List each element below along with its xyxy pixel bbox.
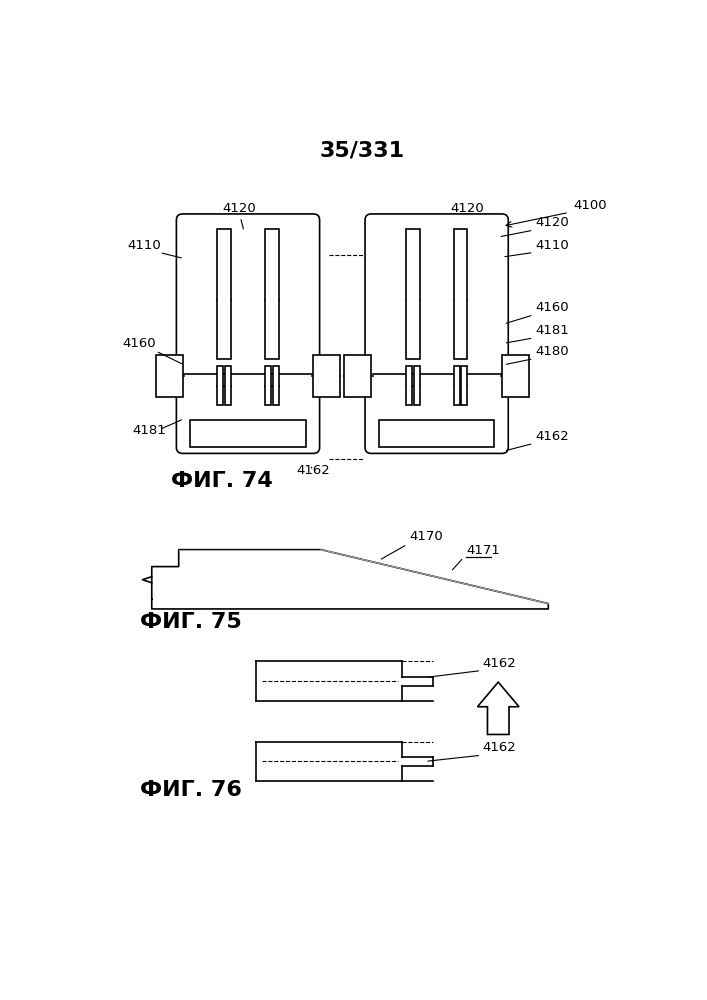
Text: ФИГ. 74: ФИГ. 74: [171, 471, 273, 491]
Bar: [156, 355, 182, 397]
Text: 4181: 4181: [132, 424, 166, 437]
Text: 4120: 4120: [535, 216, 569, 229]
Bar: [461, 366, 467, 405]
Polygon shape: [256, 742, 433, 781]
Text: 4160: 4160: [535, 301, 569, 314]
Polygon shape: [152, 550, 549, 609]
Bar: [265, 229, 279, 359]
Text: 4162: 4162: [483, 741, 517, 754]
Bar: [502, 355, 529, 397]
Text: 4162: 4162: [535, 430, 569, 443]
Bar: [273, 366, 279, 405]
Text: 4100: 4100: [573, 199, 607, 212]
Bar: [454, 229, 467, 359]
Text: 4120: 4120: [450, 202, 484, 215]
Bar: [265, 366, 271, 405]
Bar: [313, 355, 340, 397]
Bar: [454, 366, 460, 405]
Text: 4110: 4110: [127, 239, 161, 252]
Text: 4160: 4160: [122, 337, 156, 350]
FancyBboxPatch shape: [365, 214, 508, 453]
Bar: [217, 229, 231, 359]
Text: 4110: 4110: [535, 239, 569, 252]
Bar: [406, 229, 420, 359]
Bar: [379, 420, 494, 447]
Bar: [344, 355, 371, 397]
Bar: [217, 366, 223, 405]
Bar: [190, 420, 305, 447]
Text: 4162: 4162: [296, 464, 330, 477]
FancyBboxPatch shape: [176, 214, 320, 453]
Text: 35/331: 35/331: [320, 141, 404, 161]
Text: 4120: 4120: [223, 202, 257, 215]
Polygon shape: [256, 661, 433, 701]
Text: 4162: 4162: [483, 657, 517, 670]
Bar: [406, 366, 412, 405]
Text: 4180: 4180: [535, 345, 569, 358]
Text: 4171: 4171: [466, 544, 500, 557]
Bar: [225, 366, 231, 405]
Text: 4170: 4170: [409, 530, 443, 543]
Bar: [414, 366, 420, 405]
FancyArrow shape: [477, 682, 519, 734]
Text: ФИГ. 76: ФИГ. 76: [140, 780, 242, 800]
Text: 4181: 4181: [535, 324, 569, 337]
Text: ФИГ. 75: ФИГ. 75: [140, 612, 242, 632]
